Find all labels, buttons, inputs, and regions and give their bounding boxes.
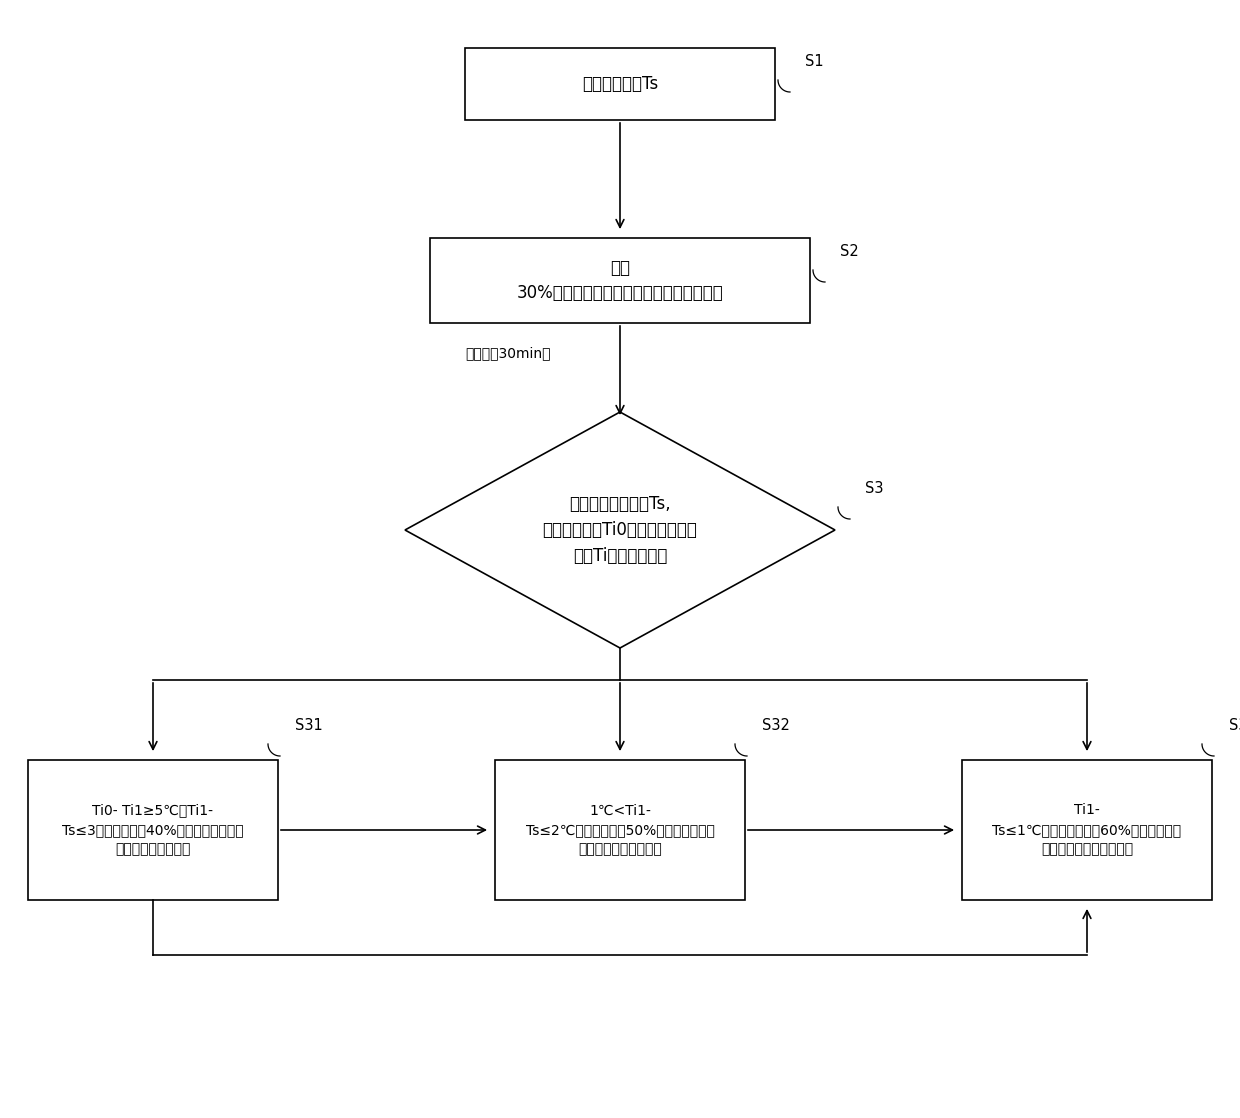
Bar: [430, 238, 810, 323]
Text: S31: S31: [295, 718, 322, 733]
Bar: [495, 760, 745, 900]
Text: S32: S32: [763, 718, 790, 733]
Text: 按照
30%湿度的目标露点温度进行目标频率控制: 按照 30%湿度的目标露点温度进行目标频率控制: [517, 259, 723, 302]
Bar: [465, 48, 775, 120]
Text: 用户设定温度Ts: 用户设定温度Ts: [582, 75, 658, 93]
Text: S1: S1: [805, 54, 823, 69]
Text: 连续检测30min后: 连续检测30min后: [465, 347, 551, 360]
Bar: [29, 760, 278, 900]
Text: Ti0- Ti1≥5℃或Ti1-
Ts≤3后，以程序中40%湿度的目标露点温
度进行目标频率控制: Ti0- Ti1≥5℃或Ti1- Ts≤3后，以程序中40%湿度的目标露点温 度…: [62, 804, 244, 856]
Text: Ti1-
Ts≤1℃时候，以程序中60%湿度的目标露
点温度进行目标频率控制: Ti1- Ts≤1℃时候，以程序中60%湿度的目标露 点温度进行目标频率控制: [992, 804, 1182, 856]
Polygon shape: [405, 413, 835, 648]
Bar: [962, 760, 1211, 900]
Text: S33: S33: [1229, 718, 1240, 733]
Text: S3: S3: [866, 481, 883, 496]
Text: S2: S2: [839, 244, 859, 259]
Text: 判断用户设定温度Ts,
初始环境温度Ti0，实时检测环境
温度Ti三者间的关系: 判断用户设定温度Ts, 初始环境温度Ti0，实时检测环境 温度Ti三者间的关系: [543, 494, 697, 566]
Text: 1℃<Ti1-
Ts≤2℃时，以程序中50%湿度的目标露点
温度进行目标频率控制: 1℃<Ti1- Ts≤2℃时，以程序中50%湿度的目标露点 温度进行目标频率控制: [526, 804, 714, 856]
